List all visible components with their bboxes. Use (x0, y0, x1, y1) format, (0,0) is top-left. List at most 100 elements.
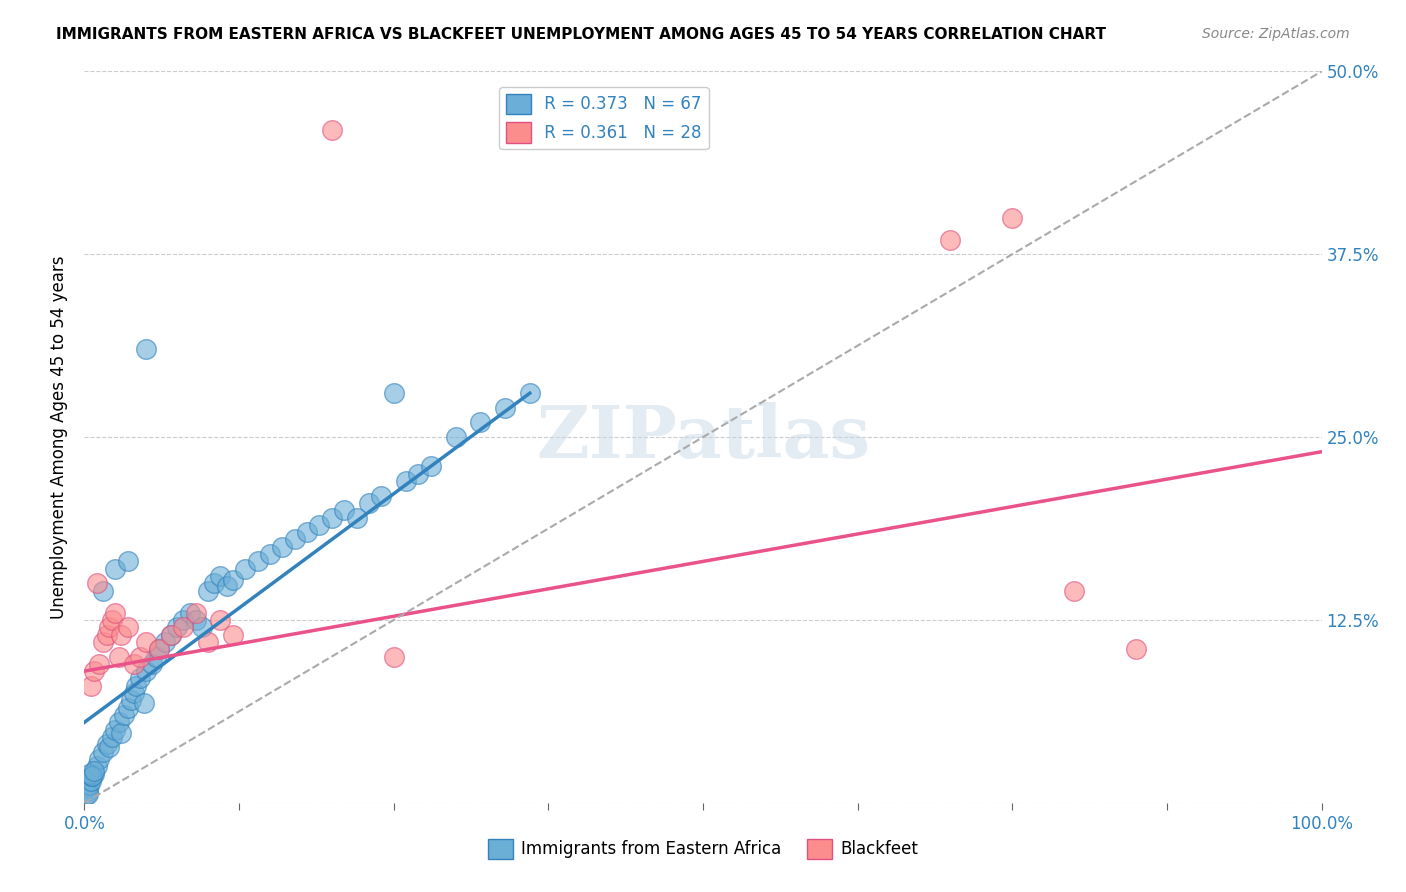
Text: IMMIGRANTS FROM EASTERN AFRICA VS BLACKFEET UNEMPLOYMENT AMONG AGES 45 TO 54 YEA: IMMIGRANTS FROM EASTERN AFRICA VS BLACKF… (56, 27, 1107, 42)
Point (77, 784, 100, 798)
Point (233, 562, 256, 576)
Point (153, 635, 176, 649)
Point (89, 752, 111, 766)
Point (100, 613, 122, 627)
Point (108, 715, 131, 730)
Point (172, 613, 194, 627)
Point (408, 467, 430, 481)
Point (1063, 583, 1085, 598)
Point (110, 725, 132, 739)
Point (104, 723, 127, 737)
Point (89, 657, 111, 671)
Point (79, 773, 101, 788)
Point (395, 474, 418, 488)
Point (346, 510, 368, 524)
Point (184, 613, 207, 627)
Point (96, 737, 118, 751)
Point (370, 489, 392, 503)
Point (148, 642, 170, 657)
Point (80, 769, 103, 783)
Point (419, 459, 441, 474)
Text: ZIPatlas: ZIPatlas (536, 401, 870, 473)
Point (77, 787, 100, 801)
Point (104, 562, 127, 576)
Point (172, 620, 194, 634)
Point (295, 525, 318, 540)
Point (148, 642, 170, 657)
Point (120, 693, 142, 707)
Point (179, 606, 201, 620)
Point (939, 233, 962, 247)
Point (83, 766, 105, 780)
Point (98, 620, 121, 634)
Point (129, 672, 152, 686)
Point (160, 627, 183, 641)
Point (209, 613, 232, 627)
Point (83, 764, 105, 778)
Point (382, 386, 405, 401)
Point (80, 769, 103, 783)
Point (222, 574, 245, 588)
Point (91, 583, 114, 598)
Point (333, 503, 356, 517)
Point (117, 620, 139, 634)
Point (184, 606, 207, 620)
Point (470, 416, 492, 430)
Point (104, 606, 127, 620)
Point (321, 123, 343, 137)
Point (96, 627, 118, 641)
Point (86, 576, 108, 591)
Point (135, 635, 157, 649)
Point (246, 554, 269, 568)
Legend:  R = 0.373   N = 67,  R = 0.361   N = 28: R = 0.373 N = 67, R = 0.361 N = 28 (499, 87, 709, 149)
Point (91, 745, 114, 759)
Point (259, 547, 281, 561)
Point (197, 635, 219, 649)
Point (308, 517, 330, 532)
Point (145, 649, 167, 664)
Point (444, 430, 467, 444)
Point (91, 635, 114, 649)
Point (191, 620, 214, 634)
Point (117, 700, 139, 714)
Text: Source: ZipAtlas.com: Source: ZipAtlas.com (1202, 27, 1350, 41)
Point (271, 540, 294, 554)
Point (112, 708, 135, 723)
Point (76, 781, 98, 796)
Legend: Immigrants from Eastern Africa, Blackfeet: Immigrants from Eastern Africa, Blackfee… (481, 832, 925, 866)
Point (110, 627, 132, 641)
Point (215, 579, 238, 593)
Point (494, 401, 516, 415)
Point (79, 778, 101, 792)
Point (357, 496, 380, 510)
Point (1125, 642, 1147, 657)
Point (209, 569, 232, 583)
Point (222, 627, 245, 641)
Point (79, 679, 101, 693)
Point (75, 789, 97, 803)
Point (197, 583, 219, 598)
Point (519, 386, 541, 401)
Point (382, 649, 405, 664)
Point (135, 343, 157, 357)
Point (117, 554, 139, 568)
Point (100, 730, 122, 744)
Point (160, 627, 183, 641)
Point (122, 686, 145, 700)
Point (108, 649, 131, 664)
Point (141, 657, 163, 671)
Point (83, 664, 105, 678)
Point (125, 679, 148, 693)
Point (79, 766, 101, 780)
Point (122, 657, 145, 671)
Point (135, 664, 157, 678)
Point (202, 576, 225, 591)
Point (129, 649, 152, 664)
Point (284, 533, 307, 547)
Point (132, 696, 155, 710)
Point (1001, 211, 1024, 225)
Point (98, 740, 121, 755)
Point (166, 620, 188, 634)
Point (321, 510, 343, 524)
Y-axis label: Unemployment Among Ages 45 to 54 years: Unemployment Among Ages 45 to 54 years (51, 255, 69, 619)
